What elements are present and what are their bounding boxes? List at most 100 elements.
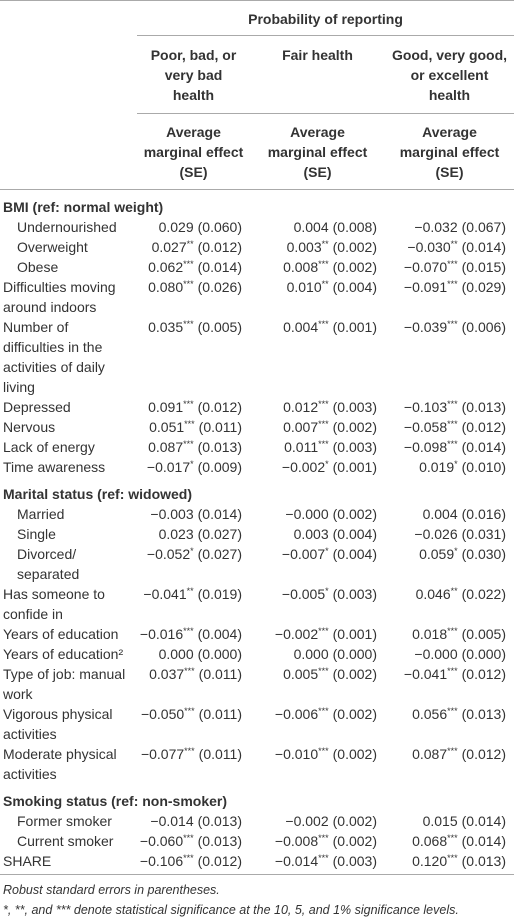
cell: 0.023 (0.027)	[137, 524, 250, 544]
estimate: 0.004	[422, 506, 458, 522]
significance: ***	[447, 833, 458, 843]
row-label: Divorced/separated	[0, 544, 137, 584]
cell: −0.000 (0.002)	[250, 504, 385, 524]
estimate: 0.087	[412, 746, 448, 762]
significance: ***	[318, 706, 329, 716]
group-heading: BMI (ref: normal weight)	[3, 199, 164, 215]
standard-error: (0.016)	[461, 506, 506, 522]
estimate: −0.010	[274, 746, 319, 762]
row-label: Depressed	[0, 397, 137, 417]
table-row: Single 0.023 (0.027) 0.003 (0.004) −0.026 (0.0…	[0, 524, 514, 544]
significance: ***	[183, 259, 194, 269]
standard-error: (0.012)	[197, 399, 242, 415]
cell: 0.000 (0.000)	[137, 644, 250, 664]
cell: 0.004 (0.008)	[250, 217, 385, 237]
group-heading: Marital status (ref: widowed)	[3, 486, 193, 502]
table-row: Current smoker −0.060*** (0.013) −0.008***(…	[0, 831, 514, 851]
standard-error: (0.003)	[332, 586, 377, 602]
estimate: −0.007	[281, 546, 326, 562]
footnote: Robust standard errors in parentheses.	[3, 883, 220, 897]
row-label-line: Undernourished	[17, 219, 117, 235]
cell: 0.029 (0.060)	[137, 217, 250, 237]
standard-error: (0.022)	[461, 586, 506, 602]
significance: ***	[318, 439, 329, 449]
standard-error: (0.013)	[197, 813, 242, 829]
table-row: Lack of energy 0.087*** (0.013) 0.011*** (0.…	[0, 437, 514, 457]
row-label: Lack of energy	[0, 437, 137, 457]
cell: −0.003 (0.014)	[137, 504, 250, 524]
group-heading: Smoking status (ref: non-smoker)	[3, 793, 228, 809]
cell: −0.014 (0.013)	[137, 811, 250, 831]
standard-error: (0.009)	[197, 459, 242, 475]
table: Probability of reporting Poor, bad, or ver…	[0, 0, 514, 869]
row-label: Obese	[0, 257, 137, 277]
row-label-line: Current smoker	[17, 833, 114, 849]
cell: 0.027** (0.012)	[137, 237, 250, 257]
column-title: health	[172, 87, 215, 103]
cell: −0.098*** (0.014)	[385, 437, 514, 457]
table-row: Vigorous physical activities −0.050*** (0.0…	[0, 704, 514, 744]
cell: −0.007* (0.004)	[250, 544, 385, 584]
cell: 0.005*** (0.002)	[250, 664, 385, 704]
row-label-line: separated	[17, 566, 80, 582]
row-label-line: Single	[17, 526, 56, 542]
standard-error: (0.003)	[332, 439, 377, 455]
cell: −0.060*** (0.013)	[137, 831, 250, 851]
table-row: Obese 0.062*** (0.014) 0.008*** (0.002) −0.07…	[0, 257, 514, 277]
standard-error: (0.019)	[197, 586, 242, 602]
estimate: −0.030	[407, 239, 451, 255]
table-row: Undernourished 0.029 (0.060) 0.004 (0.008) −0…	[0, 217, 514, 237]
estimate: −0.008	[274, 833, 319, 849]
standard-error: (0.004)	[332, 546, 377, 562]
standard-error: (0.011)	[198, 666, 242, 682]
row-label-line: Overweight	[17, 239, 88, 255]
header-row: Poor, bad, or very bad health Fair health Go…	[0, 35, 514, 114]
standard-error: (0.002)	[332, 746, 377, 762]
cell: −0.026 (0.031)	[385, 524, 514, 544]
estimate: −0.103	[403, 399, 448, 415]
cell: −0.002*** (0.001)	[250, 624, 385, 644]
column-header: Good, very good, or excellent health	[385, 35, 514, 114]
standard-error: (0.014)	[197, 259, 242, 275]
cell: −0.006*** (0.002)	[250, 704, 385, 744]
standard-error: (0.012)	[461, 746, 506, 762]
row-label-line: Number of	[3, 319, 69, 335]
column-header: Poor, bad, or very bad health	[137, 35, 250, 114]
blank	[0, 114, 137, 190]
estimate: −0.041	[403, 666, 448, 682]
row-label: Married	[0, 504, 137, 524]
row-label-line: Obese	[17, 259, 59, 275]
significance: *	[325, 586, 329, 596]
significance: **	[321, 279, 329, 289]
standard-error: (0.014)	[197, 506, 242, 522]
cell: −0.005* (0.003)	[250, 584, 385, 624]
significance: *	[190, 546, 194, 556]
table-row: Depressed 0.091*** (0.012) 0.012*** (0.003) −…	[0, 397, 514, 417]
cell: −0.041** (0.019)	[137, 584, 250, 624]
column-subtitle: (SE)	[303, 164, 332, 180]
standard-error: (0.010)	[461, 459, 506, 475]
table-row: Divorced/separated −0.052* (0.027) −0.007*(…	[0, 544, 514, 584]
significance: ***	[447, 399, 458, 409]
standard-error: (0.000)	[332, 646, 377, 662]
cell: −0.103*** (0.013)	[385, 397, 514, 417]
estimate: −0.070	[403, 259, 448, 275]
row-label: Difficulties moving around indoors	[0, 277, 137, 317]
significance: **	[186, 586, 194, 596]
significance: **	[450, 239, 458, 249]
cell: −0.032 (0.067)	[385, 217, 514, 237]
standard-error: (0.011)	[198, 419, 242, 435]
standard-error: (0.012)	[197, 239, 242, 255]
row-label: Has someone to confide in	[0, 584, 137, 624]
estimate: −0.017	[146, 459, 191, 475]
row-label-line: Married	[17, 506, 65, 522]
row-label-line: around indoors	[3, 299, 97, 315]
significance: ***	[447, 626, 458, 636]
significance: *	[190, 459, 194, 469]
cell: 0.019* (0.010)	[385, 457, 514, 477]
table-row: Nervous 0.051*** (0.011) 0.007*** (0.002) −0.…	[0, 417, 514, 437]
significance: ***	[447, 439, 458, 449]
significance: ***	[318, 319, 329, 329]
table-row: Years of education −0.016*** (0.004) −0.002…	[0, 624, 514, 644]
estimate: −0.052	[146, 546, 191, 562]
